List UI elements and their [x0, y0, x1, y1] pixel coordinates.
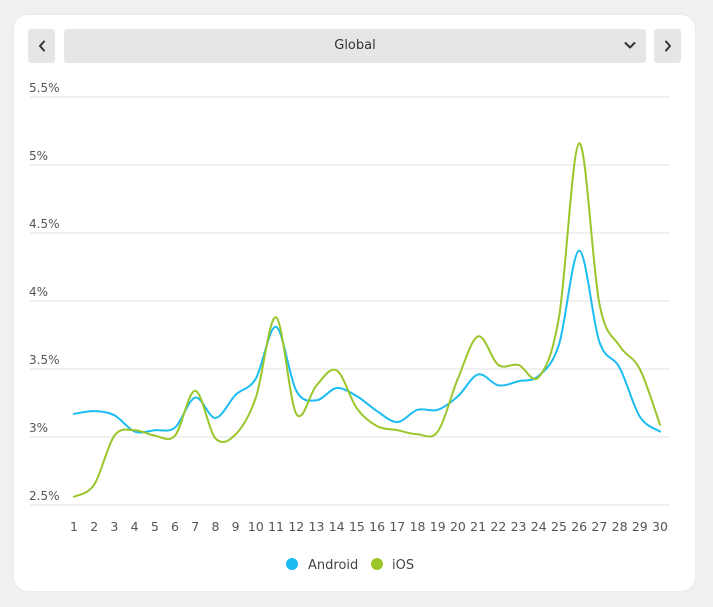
y-tick-label: 4.5% [29, 217, 60, 231]
y-tick-label: 2.5% [29, 489, 60, 503]
x-tick-label: 19 [430, 519, 446, 534]
legend-marker-android [286, 558, 298, 570]
x-tick-label: 15 [349, 519, 365, 534]
next-button[interactable] [654, 29, 681, 63]
x-tick-label: 1 [70, 519, 78, 534]
x-tick-label: 5 [151, 519, 159, 534]
x-tick-label: 24 [531, 519, 547, 534]
region-dropdown[interactable]: Global [64, 29, 646, 63]
y-tick-label: 5.5% [29, 81, 60, 95]
y-tick-label: 5% [29, 149, 48, 163]
y-tick-label: 3% [29, 421, 48, 435]
y-tick-label: 4% [29, 285, 48, 299]
x-tick-label: 11 [268, 519, 284, 534]
y-tick-label: 3.5% [29, 353, 60, 367]
x-tick-label: 13 [309, 519, 325, 534]
x-tick-label: 22 [490, 519, 506, 534]
x-tick-label: 26 [571, 519, 587, 534]
x-tick-label: 30 [652, 519, 668, 534]
chevron-down-icon [624, 42, 636, 49]
x-tick-label: 18 [410, 519, 426, 534]
x-tick-label: 27 [591, 519, 607, 534]
x-tick-label: 20 [450, 519, 466, 534]
x-tick-label: 3 [110, 519, 118, 534]
x-tick-label: 28 [612, 519, 628, 534]
x-tick-label: 12 [288, 519, 304, 534]
x-tick-label: 16 [369, 519, 385, 534]
chevron-right-icon [664, 40, 671, 52]
x-tick-label: 17 [389, 519, 405, 534]
series-lines [73, 142, 661, 498]
x-tick-label: 21 [470, 519, 486, 534]
x-tick-label: 23 [511, 519, 527, 534]
y-axis-ticks: 2.5% 3% 3.5% 4% 4.5% 5% 5.5% [29, 81, 60, 503]
previous-button[interactable] [28, 29, 55, 63]
x-tick-label: 14 [329, 519, 345, 534]
legend-label-ios[interactable]: iOS [392, 558, 414, 573]
chevron-left-icon [38, 40, 45, 52]
legend: Android iOS [286, 558, 414, 573]
legend-marker-ios [371, 558, 383, 570]
grid-lines [30, 96, 670, 506]
x-tick-label: 6 [171, 519, 179, 534]
x-tick-label: 29 [632, 519, 648, 534]
x-tick-label: 4 [131, 519, 139, 534]
x-tick-label: 2 [90, 519, 98, 534]
x-tick-label: 8 [211, 519, 219, 534]
chart-card [14, 15, 695, 591]
legend-label-android[interactable]: Android [308, 558, 358, 573]
series-line-android [73, 249, 661, 434]
region-selected-label: Global [334, 38, 376, 53]
x-tick-label: 25 [551, 519, 567, 534]
x-tick-label: 7 [191, 519, 199, 534]
x-tick-label: 9 [232, 519, 240, 534]
x-axis-ticks: 1 2 3 4 5 6 7 8 9 10 11 12 13 14 15 16 17 18 19 20 21 22 23 24 2… [70, 519, 668, 534]
series-line-ios [73, 142, 661, 498]
x-tick-label: 10 [248, 519, 264, 534]
